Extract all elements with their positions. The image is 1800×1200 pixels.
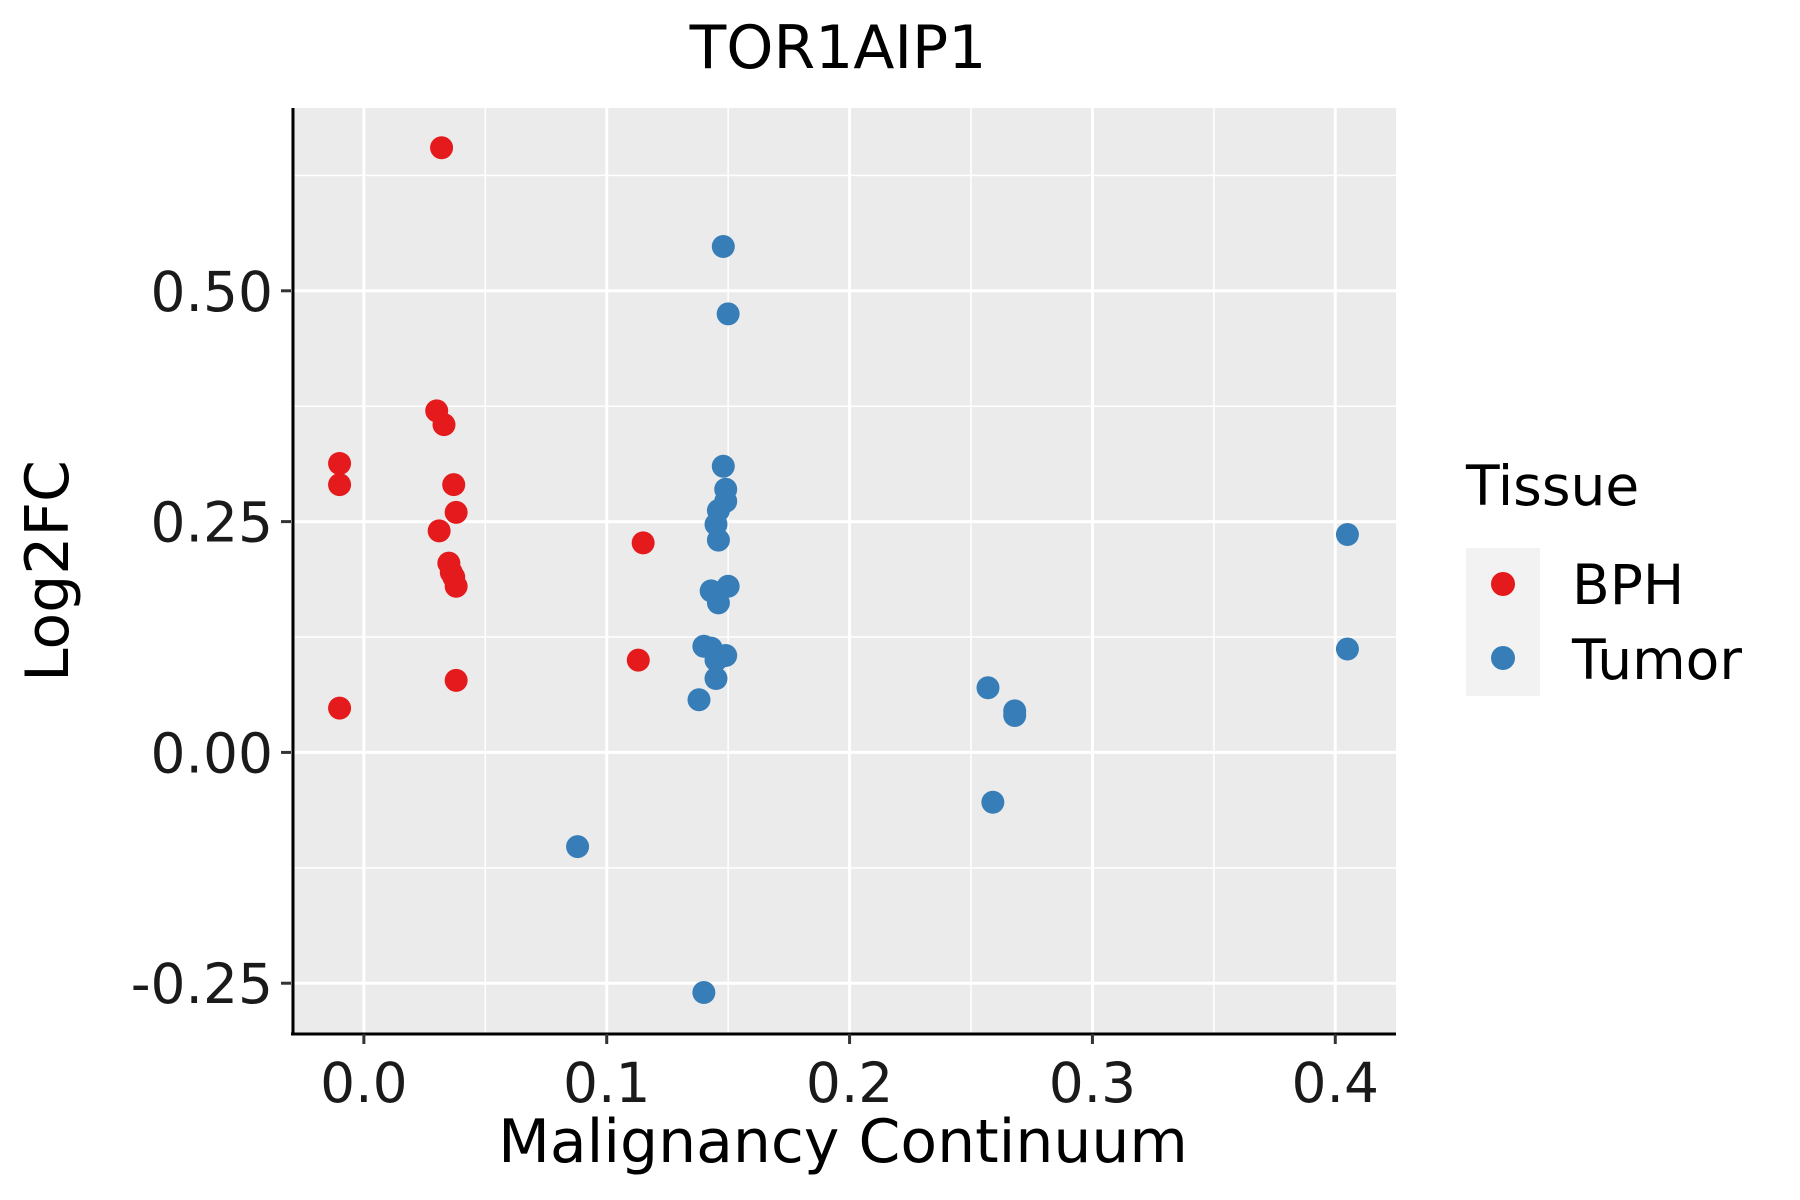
plot-panel bbox=[291, 108, 1396, 1034]
point-tumor bbox=[687, 688, 711, 712]
data-points bbox=[328, 136, 1359, 1004]
point-tumor bbox=[1003, 703, 1027, 727]
legend-title: Tissue bbox=[1465, 454, 1639, 518]
y-tick-label: 0.50 bbox=[151, 260, 273, 324]
legend: Tissue BPH Tumor bbox=[1465, 454, 1742, 696]
legend-label-tumor: Tumor bbox=[1571, 628, 1742, 692]
point-tumor bbox=[1335, 523, 1359, 547]
point-tumor bbox=[716, 302, 740, 326]
point-bph bbox=[444, 500, 468, 524]
point-tumor bbox=[711, 234, 735, 258]
point-tumor bbox=[981, 790, 1005, 814]
chart-title: TOR1AIP1 bbox=[689, 13, 987, 83]
point-bph bbox=[328, 451, 352, 475]
point-tumor bbox=[706, 591, 730, 615]
legend-key-bg bbox=[1466, 548, 1540, 696]
point-tumor bbox=[1335, 637, 1359, 661]
x-tick-label: 0.1 bbox=[563, 1051, 650, 1115]
point-tumor bbox=[704, 648, 728, 672]
point-bph bbox=[444, 668, 468, 692]
point-bph bbox=[328, 696, 352, 720]
point-bph bbox=[328, 473, 352, 497]
point-bph bbox=[631, 531, 655, 555]
y-axis-title: Log2FC bbox=[13, 460, 83, 682]
y-axis-ticks: -0.25 0.00 0.25 0.50 bbox=[131, 260, 291, 1016]
x-tick-label: 0.2 bbox=[806, 1051, 893, 1115]
point-tumor bbox=[976, 676, 1000, 700]
point-bph bbox=[442, 473, 466, 497]
x-tick-label: 0.0 bbox=[320, 1051, 407, 1115]
x-axis-ticks: 0.0 0.1 0.2 0.3 0.4 bbox=[320, 1034, 1379, 1115]
point-bph bbox=[626, 648, 650, 672]
point-tumor bbox=[566, 835, 590, 859]
y-tick-label: -0.25 bbox=[131, 952, 273, 1016]
y-tick-label: 0.25 bbox=[151, 491, 273, 555]
legend-label-bph: BPH bbox=[1572, 553, 1684, 617]
legend-dot-bph bbox=[1491, 572, 1515, 596]
x-tick-label: 0.4 bbox=[1292, 1051, 1379, 1115]
point-tumor bbox=[716, 574, 740, 598]
point-tumor bbox=[706, 528, 730, 552]
point-bph bbox=[444, 574, 468, 598]
minor-gridlines bbox=[291, 108, 1396, 1034]
point-tumor bbox=[704, 667, 728, 691]
x-axis-title: Malignancy Continuum bbox=[498, 1107, 1188, 1177]
point-bph bbox=[432, 413, 456, 437]
point-bph bbox=[430, 136, 454, 160]
major-gridlines bbox=[291, 108, 1396, 1034]
y-tick-label: 0.00 bbox=[151, 721, 273, 785]
x-tick-label: 0.3 bbox=[1049, 1051, 1136, 1115]
point-tumor bbox=[711, 454, 735, 478]
legend-dot-tumor bbox=[1491, 646, 1515, 670]
point-bph bbox=[427, 519, 451, 543]
point-tumor bbox=[692, 980, 716, 1004]
